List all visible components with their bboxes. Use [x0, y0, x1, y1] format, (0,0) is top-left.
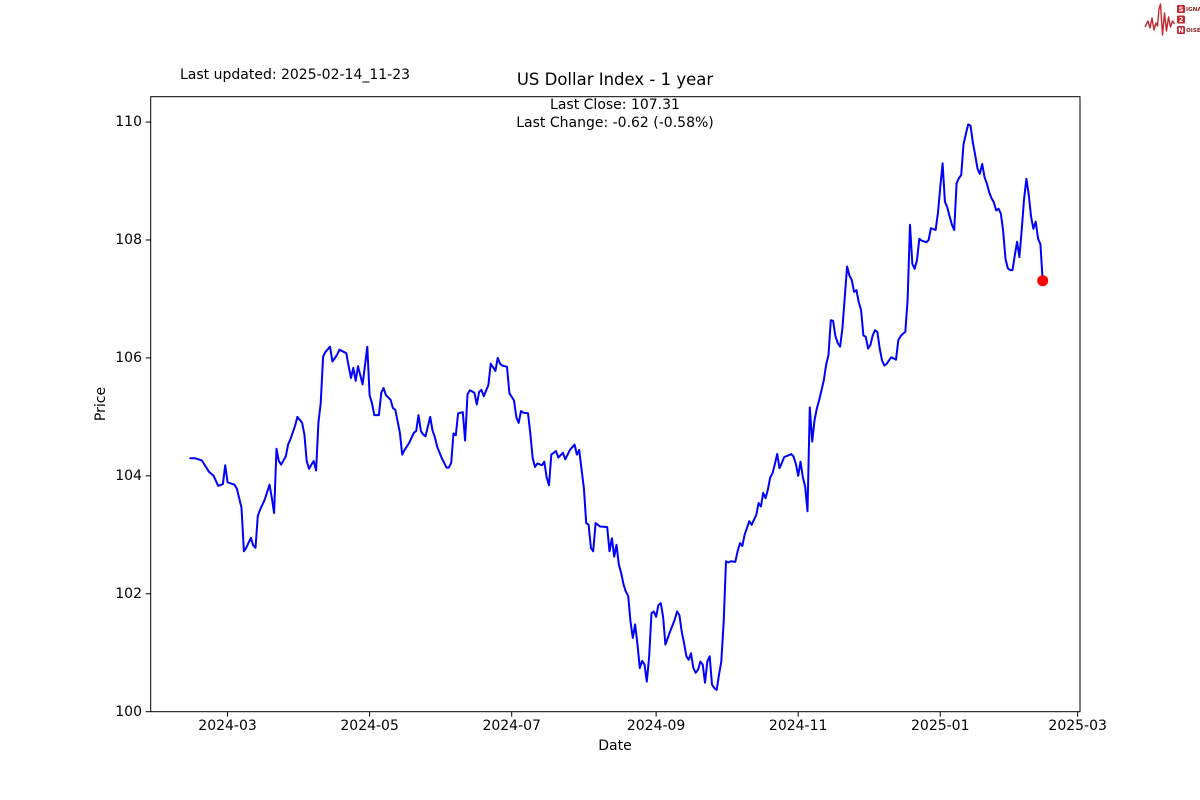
y-tick-label: 106 — [115, 349, 142, 366]
x-tick-label: 2025-01 — [911, 718, 970, 734]
x-tick-label: 2024-05 — [340, 718, 399, 734]
logo-box-2 — [1177, 15, 1185, 24]
last-close-marker — [1037, 275, 1049, 287]
logo-text-ignal: IGNAL — [1186, 7, 1200, 13]
y-tick-label: 102 — [115, 585, 142, 602]
x-tick-label: 2024-09 — [626, 718, 686, 734]
y-tick-label: 100 — [115, 703, 142, 720]
logo-box-n — [1177, 26, 1185, 34]
chart-title: US Dollar Index - 1 year — [516, 70, 714, 89]
logo-letter-s: S — [1179, 5, 1184, 13]
last-close-annotation: Last Close: 107.31 — [550, 97, 680, 113]
last-change-annotation: Last Change: -0.62 (-0.58%) — [516, 115, 714, 131]
logo-text-oise: OISE — [1186, 28, 1200, 34]
signal2noise-logo: S 2 N IGNAL OISE — [1144, 3, 1200, 36]
waveform-icon — [1144, 3, 1176, 36]
logo-box-s — [1177, 5, 1185, 13]
x-tick-label: 2024-07 — [482, 718, 541, 734]
y-tick-label: 108 — [115, 231, 142, 248]
price-line-series — [189, 123, 1044, 691]
x-axis-label: Date — [598, 738, 632, 754]
annotation-block: Last Close: 107.31 Last Change: -0.62 (-… — [415, 96, 815, 132]
x-tick-label: 2024-03 — [198, 718, 257, 734]
y-tick-label: 110 — [115, 114, 142, 131]
logo-letter-2: 2 — [1179, 16, 1184, 24]
logo-wordmark: S 2 N IGNAL OISE — [1177, 5, 1200, 34]
y-tick-label: 104 — [115, 467, 142, 484]
x-tick-label: 2024-11 — [768, 718, 828, 734]
x-tick-label: 2025-03 — [1048, 718, 1107, 734]
axes-frame — [150, 96, 1081, 713]
logo-letter-n: N — [1178, 26, 1184, 34]
last-updated-text: Last updated: 2025-02-14_11-23 — [180, 67, 411, 83]
